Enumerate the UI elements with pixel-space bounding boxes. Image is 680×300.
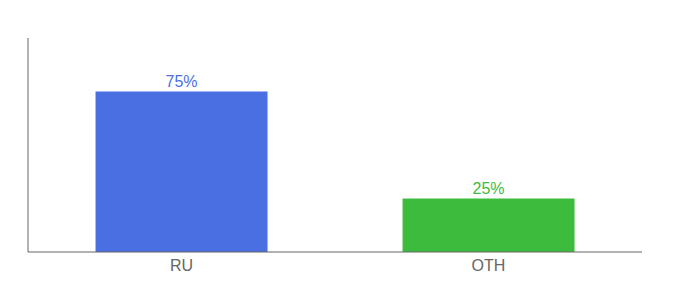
svg-text:75%: 75% xyxy=(166,73,198,90)
svg-text:OTH: OTH xyxy=(472,257,506,274)
svg-text:RU: RU xyxy=(170,257,193,274)
svg-text:25%: 25% xyxy=(473,180,505,197)
